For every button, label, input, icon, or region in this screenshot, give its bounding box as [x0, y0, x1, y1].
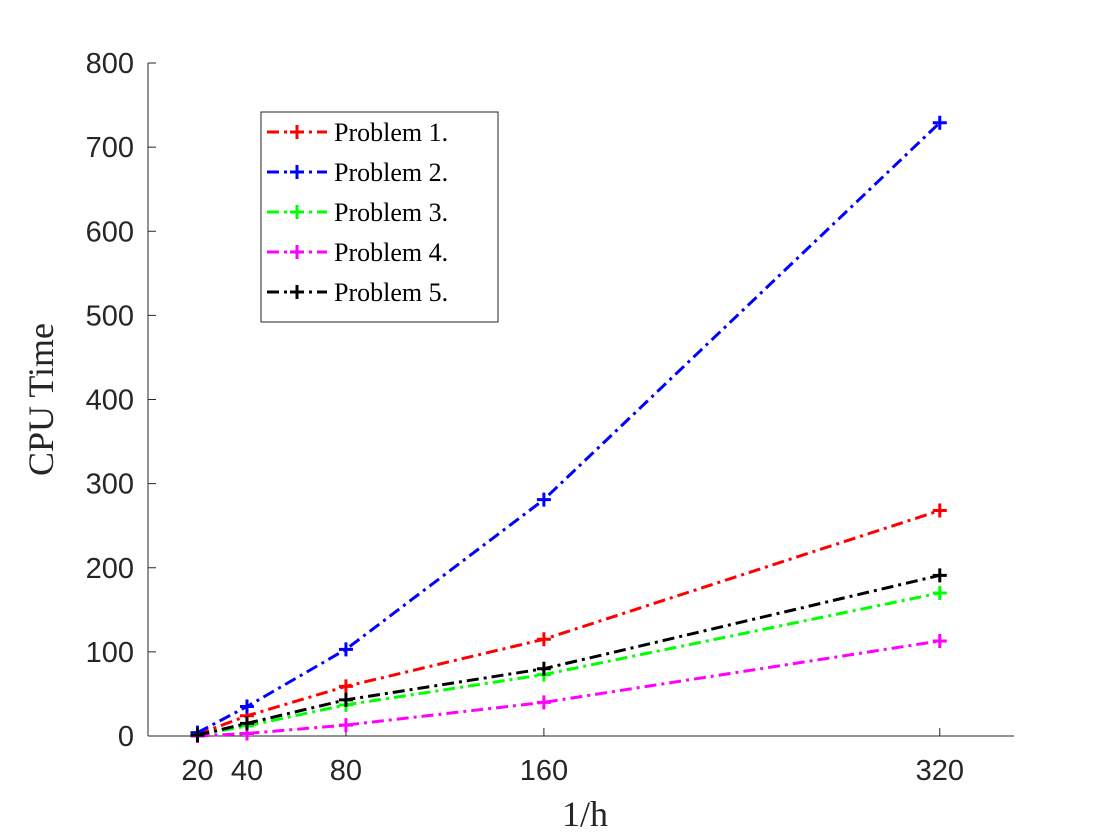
x-tick-label: 320 — [916, 755, 964, 787]
legend-label: Problem 5. — [334, 278, 448, 307]
series-5 — [190, 568, 947, 743]
y-axis-label: CPU Time — [21, 323, 61, 476]
x-tick-label: 20 — [181, 755, 213, 787]
y-tick-label: 800 — [86, 48, 134, 80]
data-point-marker — [536, 632, 551, 647]
legend-item: Problem 4. — [267, 238, 448, 267]
series-1 — [190, 503, 947, 742]
data-point-marker — [932, 503, 947, 518]
legend-label: Problem 4. — [334, 238, 448, 267]
legend-item: Problem 3. — [267, 198, 448, 227]
y-tick-label: 100 — [86, 637, 134, 669]
data-point-marker — [536, 695, 551, 710]
legend: Problem 1. Problem 2. Problem 3. Problem 4.… — [260, 111, 499, 323]
legend-marker — [290, 245, 304, 259]
series-line — [197, 639, 941, 738]
legend-box — [260, 111, 499, 323]
data-point-marker — [932, 568, 947, 583]
data-point-marker — [338, 692, 353, 707]
x-tick-label: 160 — [520, 755, 568, 787]
axes: 0 100 200 300 400 500 600 700 800 20 40 80 160 320 — [86, 48, 1014, 787]
data-point-marker — [536, 661, 551, 676]
series-line — [197, 573, 941, 737]
legend-marker — [290, 285, 304, 299]
data-point-marker — [190, 728, 205, 743]
data-point-marker — [239, 716, 254, 731]
legend-marker — [290, 205, 304, 219]
data-point-marker — [338, 642, 353, 657]
y-tick-label: 500 — [86, 300, 134, 332]
legend-marker — [290, 125, 304, 139]
legend-label: Problem 1. — [334, 118, 448, 147]
data-point-marker — [932, 633, 947, 648]
data-point-marker — [932, 115, 947, 130]
y-tick-label: 400 — [86, 385, 134, 417]
data-point-marker — [338, 718, 353, 733]
y-tick-label: 0 — [118, 721, 134, 753]
data-point-marker — [338, 679, 353, 694]
data-point-marker — [239, 699, 254, 714]
data-point-marker — [932, 585, 947, 600]
x-tick-label: 80 — [330, 755, 362, 787]
series-layer — [190, 115, 947, 743]
x-tick-label: 40 — [231, 755, 263, 787]
y-tick-label: 600 — [86, 216, 134, 248]
legend-label: Problem 3. — [334, 198, 448, 227]
legend-item: Problem 5. — [267, 278, 448, 307]
data-point-marker — [536, 492, 551, 507]
y-tick-label: 200 — [86, 553, 134, 585]
legend-label: Problem 2. — [334, 158, 448, 187]
series-line — [196, 121, 941, 734]
legend-marker — [290, 165, 304, 179]
x-axis-label: 1/h — [562, 794, 608, 834]
y-tick-label: 700 — [86, 132, 134, 164]
y-tick-label: 300 — [86, 469, 134, 501]
legend-item: Problem 1. — [267, 118, 448, 147]
series-line — [196, 509, 941, 736]
series-4 — [190, 633, 947, 743]
legend-item: Problem 2. — [267, 158, 448, 187]
